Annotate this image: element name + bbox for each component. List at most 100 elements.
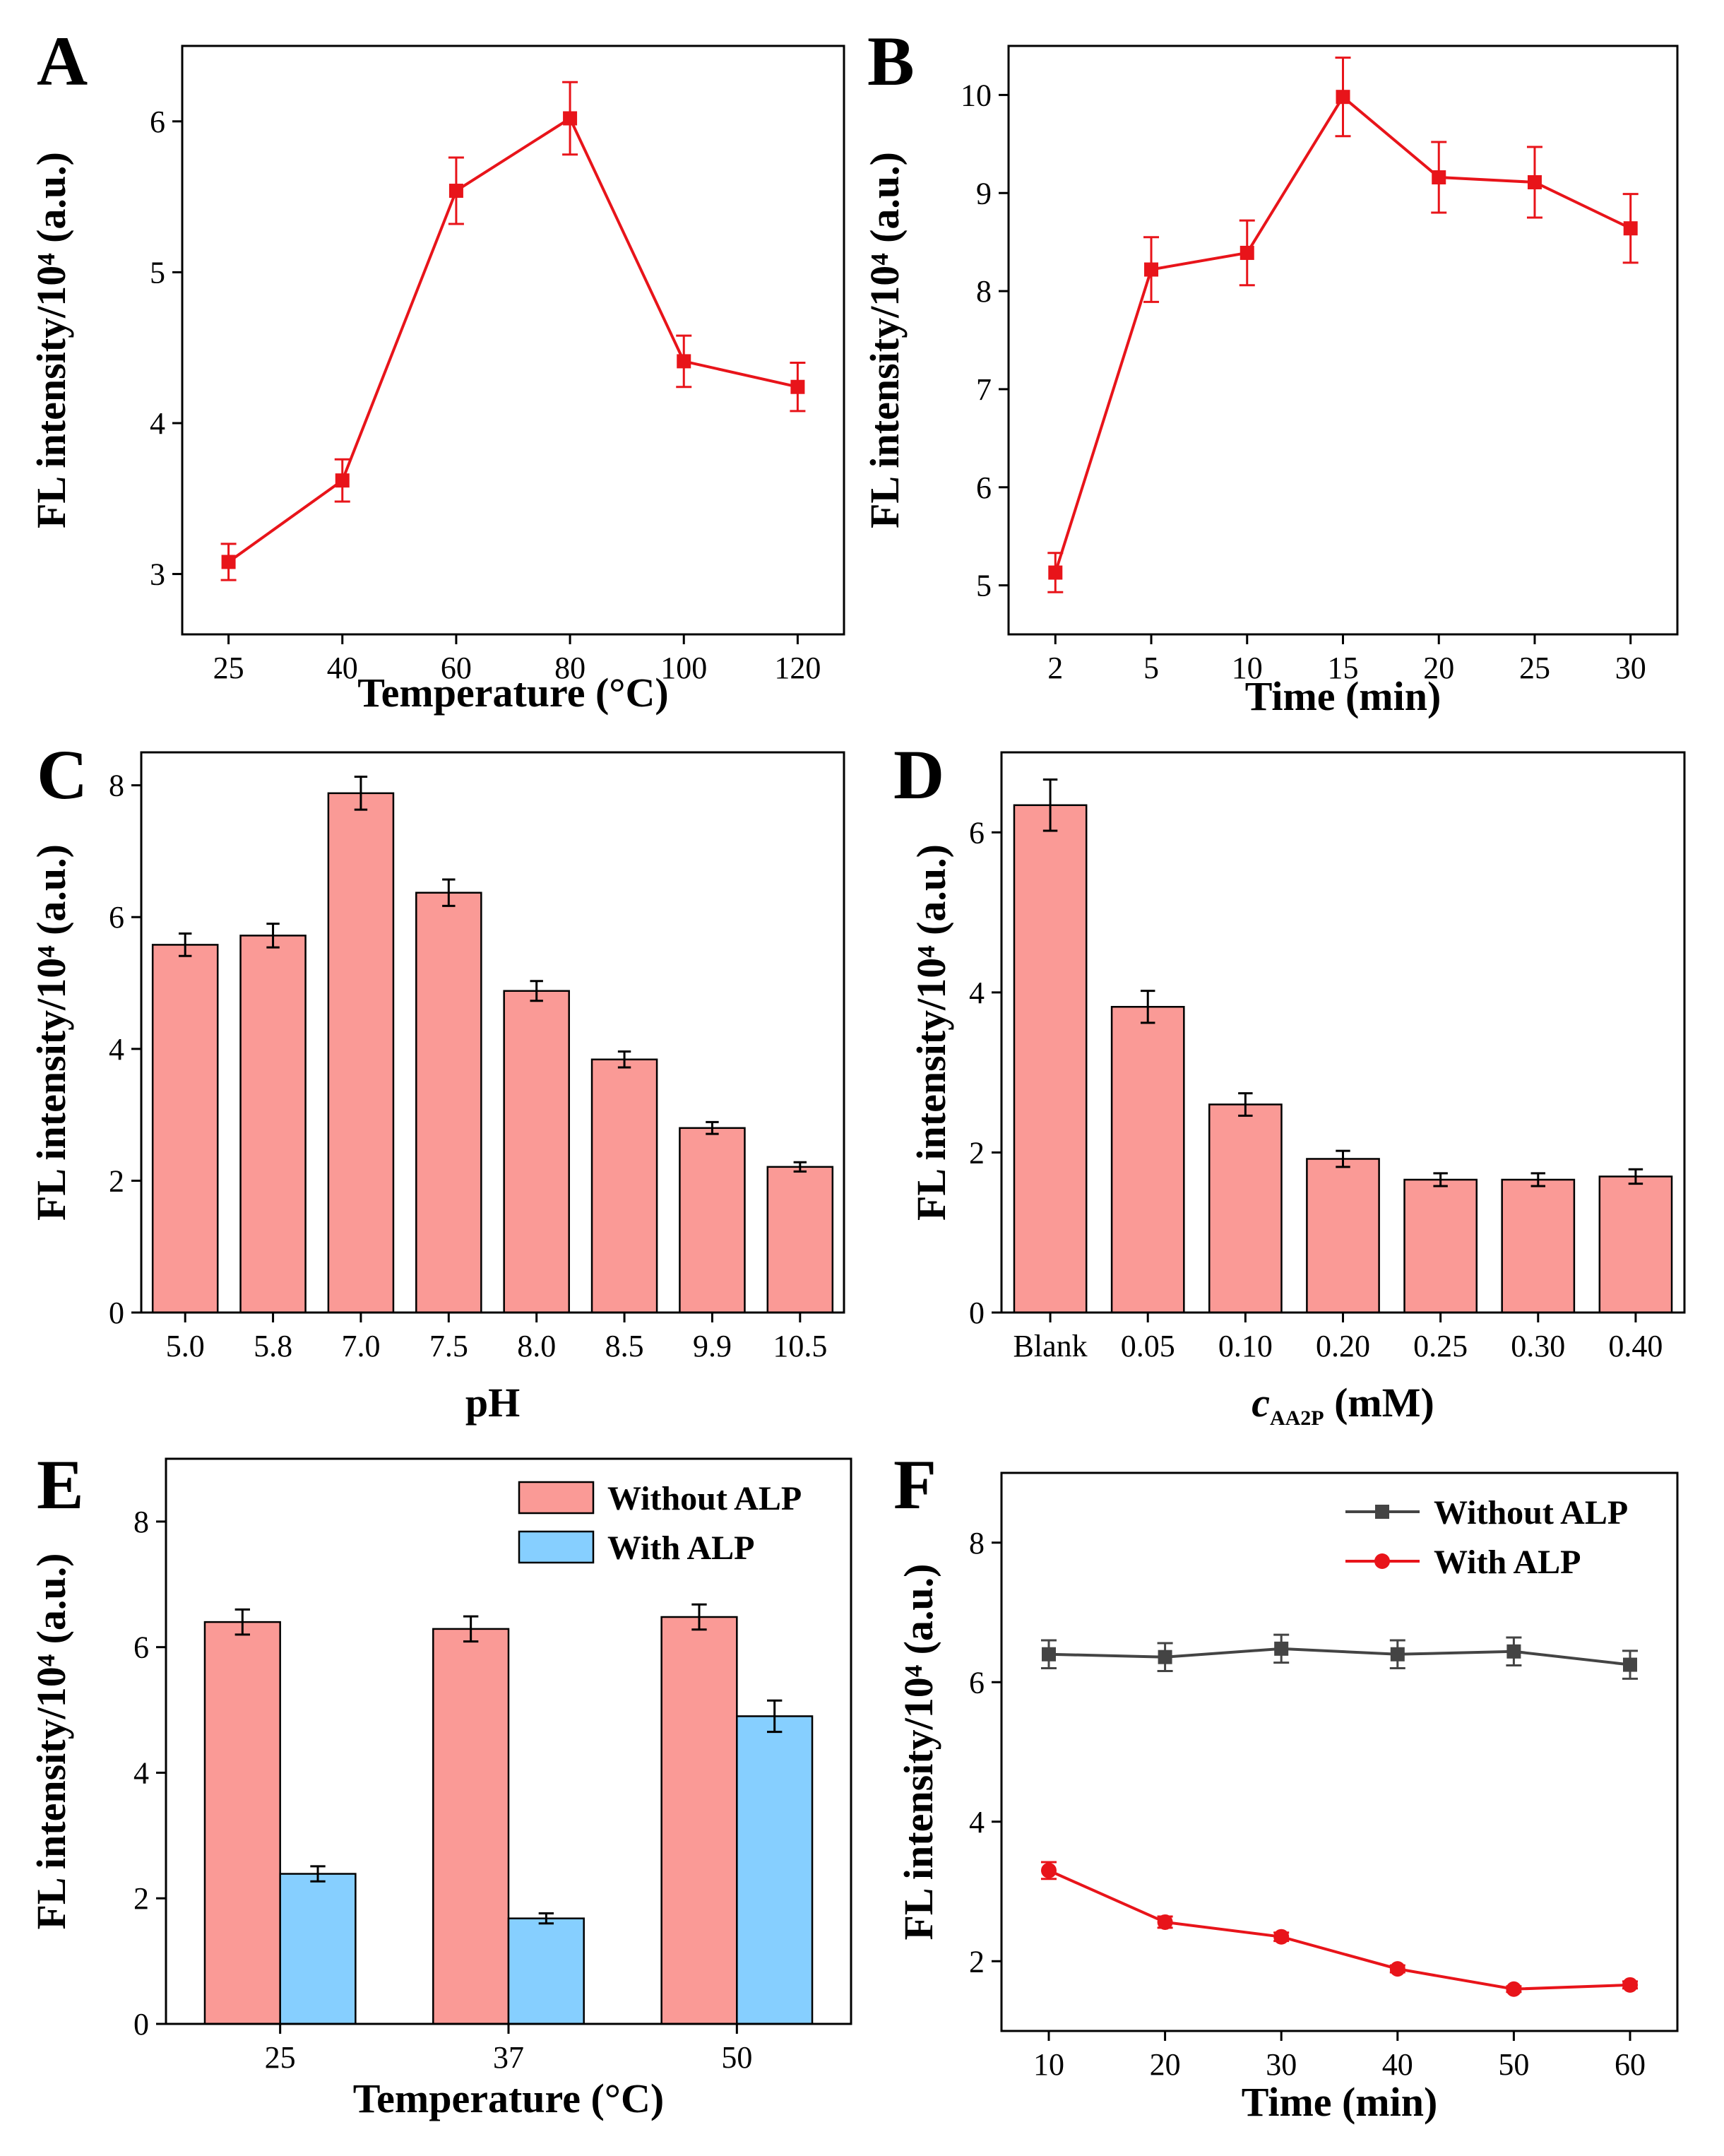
y-tick-label: 7 <box>976 372 992 407</box>
x-tick-label: 40 <box>327 651 358 685</box>
y-axis-label: FL intensity/10⁴ (a.u.) <box>28 1553 74 1930</box>
x-tick-label: 60 <box>441 651 472 685</box>
data-point <box>1432 170 1446 185</box>
plot-frame <box>1000 1471 1679 2032</box>
bar <box>327 792 395 1314</box>
x-tick-label: 37 <box>493 2040 524 2075</box>
legend-label: With ALP <box>1434 1544 1581 1581</box>
panel-a: A 3 4 5 6 25 40 60 80 100 120 Temperature (°C) FL in… <box>28 22 845 716</box>
data-point <box>677 354 691 369</box>
data-point <box>1273 1929 1290 1945</box>
y-tick-label: 4 <box>133 1755 149 1790</box>
bar <box>239 935 307 1314</box>
bar <box>1306 1158 1380 1314</box>
data-point <box>1157 1914 1173 1930</box>
legend-swatch <box>518 1481 595 1515</box>
data-point <box>1041 1647 1056 1662</box>
legend-marker <box>1374 1553 1390 1569</box>
plot-frame <box>181 45 845 636</box>
x-tick-label: 5.8 <box>254 1329 292 1363</box>
bar <box>766 1166 834 1314</box>
data-point <box>1623 1657 1638 1672</box>
y-tick-label: 5 <box>976 569 992 603</box>
panel-letter-f: F <box>893 1445 937 1524</box>
y-tick-label: 0 <box>109 1296 124 1330</box>
panel-f: F 2 4 6 8 10 20 30 40 50 60 Time (min) FL intensity/… <box>893 1445 1679 2125</box>
data-point <box>1158 1649 1172 1664</box>
x-tick-label: 25 <box>1519 651 1550 685</box>
legend-swatch <box>518 1530 595 1564</box>
y-tick-label: 6 <box>976 470 992 505</box>
data-point <box>1144 262 1159 277</box>
y-tick-label: 2 <box>109 1163 124 1198</box>
bar <box>415 892 482 1314</box>
y-tick-label: 6 <box>109 900 124 935</box>
x-axis-label: cAA2P (mM) <box>1252 1380 1434 1430</box>
series-line <box>1048 1869 1631 1991</box>
y-tick-label: 6 <box>133 1630 149 1665</box>
bar <box>736 1715 814 2025</box>
x-tick-label: 40 <box>1382 2047 1413 2082</box>
data-point <box>1389 1961 1405 1977</box>
plot-frame <box>140 751 845 1314</box>
x-axis-label-subscript: AA2P <box>1270 1406 1324 1430</box>
legend-label: Without ALP <box>607 1480 802 1517</box>
x-tick-label: 50 <box>721 2040 752 2075</box>
x-axis-label-unit: (mM) <box>1324 1380 1434 1426</box>
x-axis-label: Time (min) <box>1245 673 1441 719</box>
x-tick-label: 7.5 <box>429 1329 468 1363</box>
x-tick-label: 10 <box>1232 651 1263 685</box>
panel-e: E 0 2 4 6 8 25 37 50 Temperature (°C) FL intensity… <box>28 1445 852 2121</box>
panel-letter-e: E <box>37 1445 84 1524</box>
legend-marker <box>1375 1505 1389 1519</box>
y-tick-label: 5 <box>150 255 165 290</box>
data-point <box>448 184 463 199</box>
bar <box>503 990 570 1314</box>
panel-c: C 0 2 4 6 8 5.0 5.8 7.0 7.5 8.0 8.5 9.9 10.5 pH FL inte… <box>28 735 845 1426</box>
x-axis-label: pH <box>465 1380 520 1426</box>
x-tick-label: 100 <box>660 651 707 685</box>
y-tick-label: 0 <box>133 2007 149 2042</box>
data-point <box>221 555 236 569</box>
data-point <box>1623 221 1638 236</box>
x-tick-label: 0.25 <box>1413 1329 1468 1363</box>
y-tick-label: 8 <box>969 1526 985 1560</box>
y-tick-label: 4 <box>969 1805 985 1840</box>
x-tick-label: 80 <box>554 651 585 685</box>
x-tick-label: 50 <box>1498 2047 1529 2082</box>
bar <box>1208 1103 1283 1314</box>
legend-label: With ALP <box>607 1529 755 1567</box>
series-line <box>227 116 798 564</box>
y-tick-label: 6 <box>150 105 165 139</box>
bar <box>1501 1178 1576 1314</box>
y-tick-label: 0 <box>969 1296 985 1330</box>
data-point <box>1240 245 1254 260</box>
y-tick-label: 8 <box>976 274 992 309</box>
data-point <box>1048 565 1063 580</box>
y-tick-label: 10 <box>961 78 992 112</box>
data-point <box>1390 1647 1405 1662</box>
x-tick-label: 5 <box>1143 651 1159 685</box>
x-tick-label: 2 <box>1047 651 1063 685</box>
y-tick-label: 8 <box>133 1505 149 1539</box>
x-tick-label: 10.5 <box>773 1329 827 1363</box>
bar <box>590 1058 658 1314</box>
panel-letter-d: D <box>893 735 944 814</box>
panel-letter-a: A <box>37 22 88 100</box>
bar <box>660 1616 738 2025</box>
data-point <box>1506 1981 1522 1997</box>
x-tick-label: 5.0 <box>166 1329 205 1363</box>
x-tick-label: 7.0 <box>341 1329 380 1363</box>
y-tick-label: 3 <box>150 557 165 592</box>
bar <box>1403 1178 1478 1314</box>
x-axis-label: Time (min) <box>1242 2079 1438 2125</box>
legend-label: Without ALP <box>1434 1494 1628 1532</box>
series-line <box>1048 1647 1631 1666</box>
x-tick-label: 0.30 <box>1511 1329 1565 1363</box>
x-tick-label: 0.05 <box>1121 1329 1175 1363</box>
bar <box>679 1127 746 1314</box>
x-tick-label: 15 <box>1328 651 1359 685</box>
x-tick-label: 0.40 <box>1608 1329 1663 1363</box>
